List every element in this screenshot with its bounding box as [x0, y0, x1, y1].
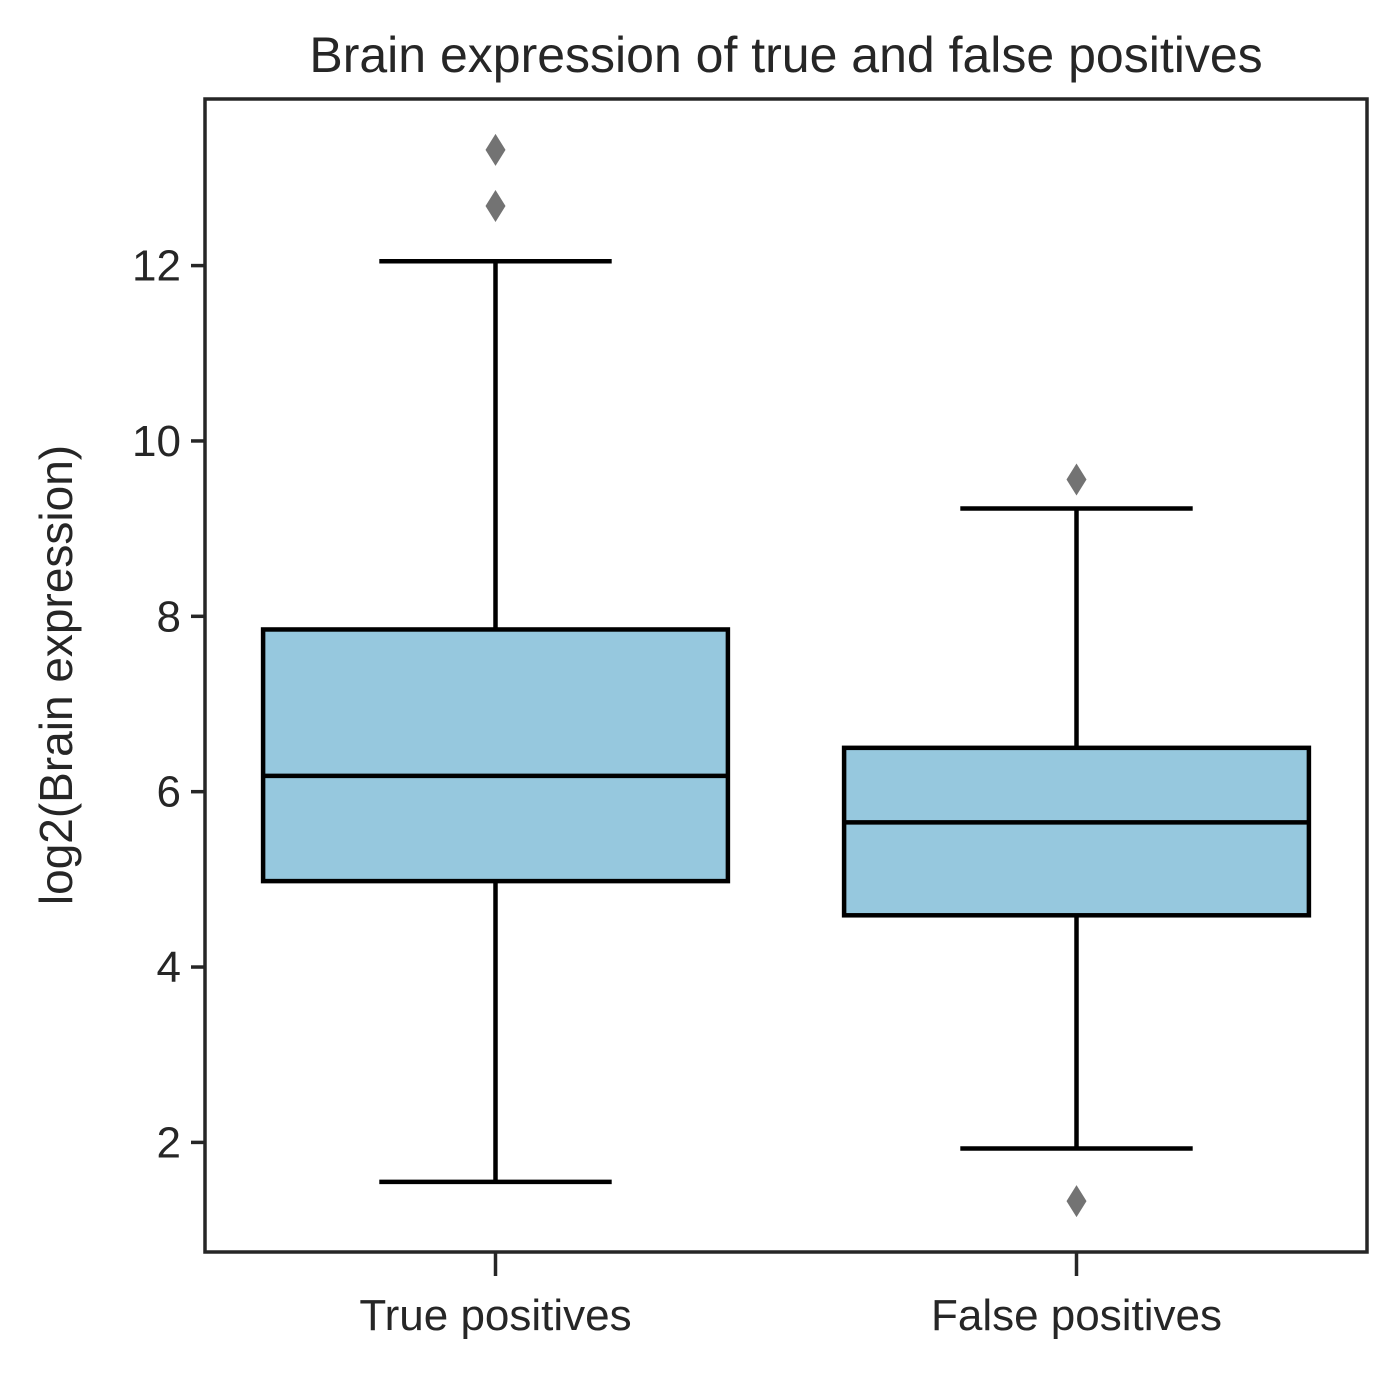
outlier-point	[485, 189, 506, 222]
boxes-layer	[260, 133, 1312, 1218]
y-tick-label: 10	[132, 417, 181, 466]
y-tick-label: 6	[157, 768, 181, 817]
y-tick-label: 12	[132, 242, 181, 291]
chart-title: Brain expression of true and false posit…	[309, 27, 1262, 83]
outlier-point	[1066, 1185, 1087, 1218]
y-tick-label: 4	[157, 943, 181, 992]
iqr-box	[260, 627, 731, 884]
outlier-point	[1066, 463, 1087, 496]
x-tick-label: True positives	[359, 1291, 631, 1340]
outlier-point	[485, 133, 506, 166]
y-tick-label: 2	[157, 1118, 181, 1167]
x-tick-label: False positives	[931, 1291, 1222, 1340]
plot-area-frame	[203, 97, 1369, 1254]
y-axis: 2 4 6 8 10 12	[132, 242, 205, 1167]
box-group	[841, 463, 1312, 1218]
y-tick-label: 8	[157, 592, 181, 641]
x-axis: True positives False positives	[359, 1252, 1222, 1340]
y-axis-label: log2(Brain expression)	[30, 445, 82, 905]
iqr-box	[841, 745, 1312, 918]
box-group	[260, 133, 731, 1185]
